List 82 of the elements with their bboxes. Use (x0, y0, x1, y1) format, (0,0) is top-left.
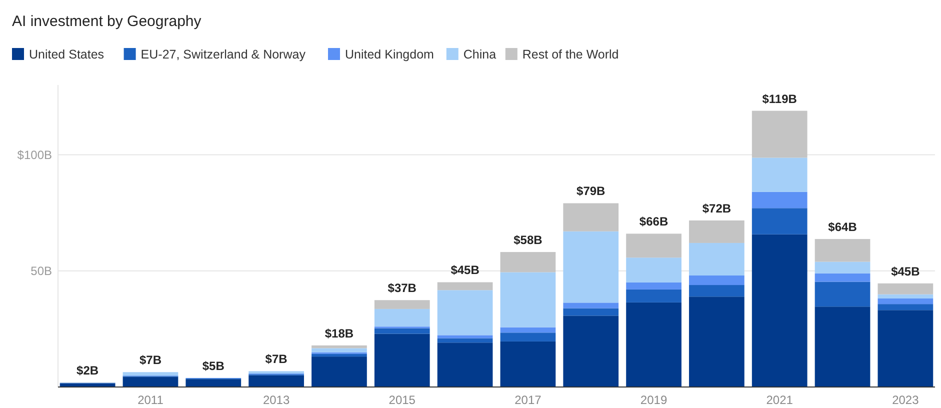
bar (248, 371, 304, 374)
bar (437, 282, 493, 290)
legend-label: Rest of the World (522, 48, 619, 62)
bar (437, 290, 493, 336)
bar (312, 348, 367, 352)
y-tick-label: 50B (30, 264, 52, 278)
bar (626, 258, 682, 282)
x-tick-label: 2011 (138, 393, 164, 407)
bar (626, 234, 682, 258)
total-label: $45B (891, 264, 920, 278)
bar (500, 332, 556, 342)
bar (689, 242, 744, 276)
bar (626, 282, 682, 290)
bar (752, 192, 808, 208)
bar (437, 338, 493, 343)
bar (374, 328, 430, 334)
bar (374, 334, 430, 387)
bar (814, 282, 870, 307)
total-label: $119B (762, 92, 798, 106)
bar (752, 234, 808, 387)
bar (626, 289, 682, 302)
x-tick-label: 2023 (892, 393, 920, 407)
x-tick-label: 2015 (388, 393, 416, 407)
bar (878, 310, 934, 387)
bar (878, 298, 934, 304)
bar (563, 308, 619, 316)
bar (814, 262, 870, 274)
total-label: $7B (265, 352, 288, 366)
bar (878, 304, 934, 310)
legend-label: China (463, 48, 496, 62)
chart-title: AI investment by Geography (12, 13, 202, 30)
bar (312, 356, 367, 387)
total-label: $37B (388, 281, 417, 296)
legend-label: EU-27, Switzerland & Norway (140, 48, 306, 62)
x-tick-label: 2017 (514, 393, 542, 407)
bar (500, 327, 556, 333)
y-tick-label: $100B (17, 148, 52, 162)
bar (878, 294, 934, 298)
legend-label: United States (29, 48, 104, 62)
bar (374, 300, 430, 309)
bar (814, 273, 870, 282)
total-label: $2B (76, 363, 99, 378)
total-label: $18B (324, 326, 354, 340)
bar (122, 376, 178, 387)
bar (186, 379, 242, 387)
legend-label: United Kingdom (345, 48, 434, 62)
bar (500, 252, 556, 272)
bar (563, 203, 619, 232)
bar (689, 220, 744, 243)
x-tick-label: 2019 (640, 393, 668, 407)
total-label: $66B (639, 214, 668, 229)
bar (878, 283, 934, 294)
bar (626, 302, 682, 387)
bar (563, 316, 619, 387)
bar (437, 335, 493, 338)
bar (500, 341, 556, 387)
bar (689, 296, 744, 387)
bar (248, 375, 304, 387)
bar (437, 342, 493, 387)
bar (374, 308, 430, 327)
bar (752, 208, 808, 234)
bar (500, 272, 556, 328)
bar (689, 275, 744, 286)
total-label: $5B (202, 358, 225, 373)
bar (563, 302, 619, 308)
total-label: $64B (828, 220, 858, 234)
bar (122, 372, 178, 376)
x-tick-label: 2021 (766, 393, 794, 407)
bar (814, 239, 870, 262)
total-label: $58B (514, 233, 543, 248)
total-label: $7B (139, 353, 162, 368)
bar (689, 285, 744, 297)
bar (752, 110, 808, 158)
x-tick-label: 2013 (262, 393, 290, 407)
bar (752, 158, 808, 192)
bar (563, 231, 619, 303)
total-label: $79B (576, 184, 606, 198)
bar (312, 345, 367, 348)
total-label: $45B (450, 263, 480, 278)
bar (312, 354, 367, 357)
total-label: $72B (702, 201, 732, 216)
bar (814, 306, 870, 387)
